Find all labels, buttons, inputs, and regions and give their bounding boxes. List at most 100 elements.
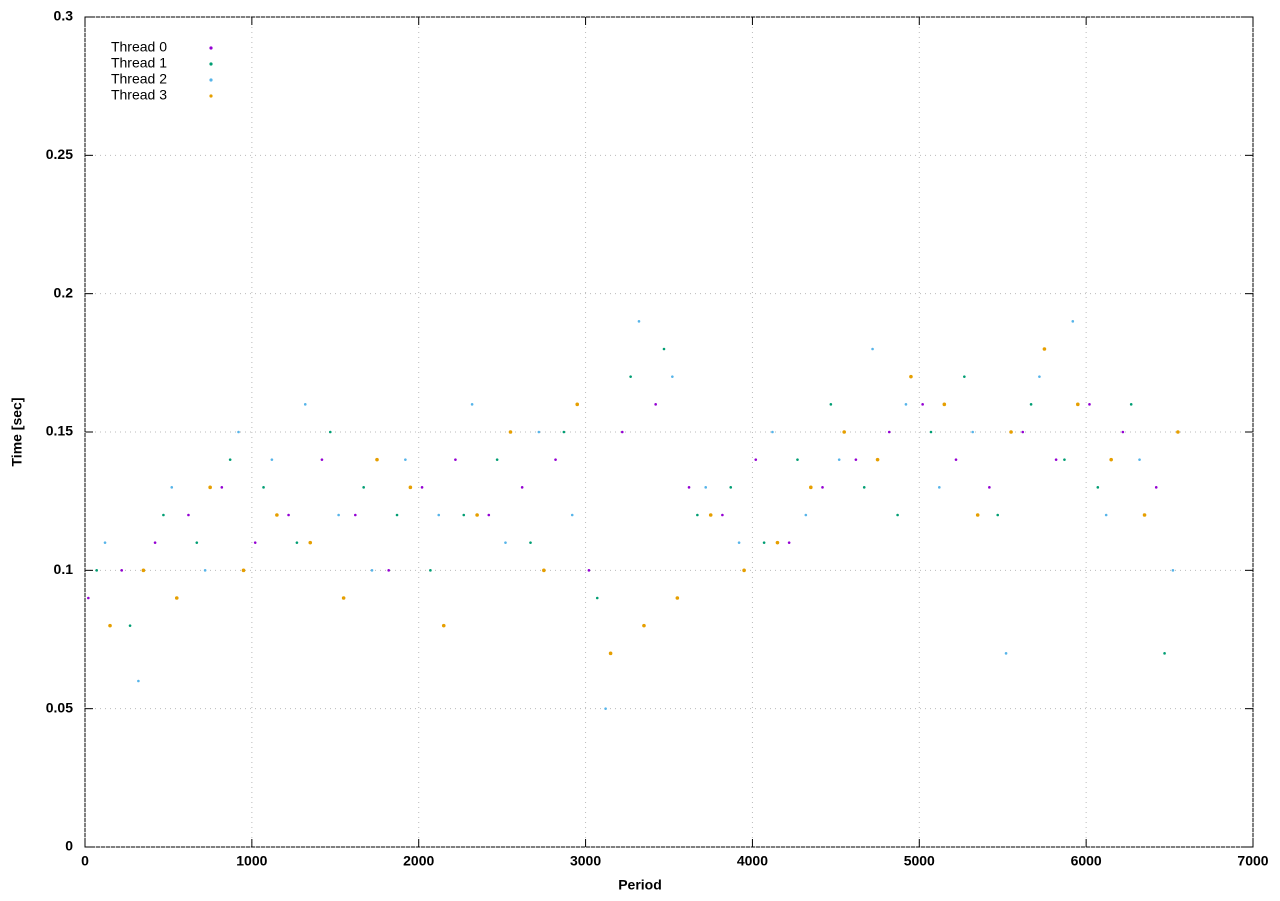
point [537,430,541,434]
point [108,623,112,628]
point [1009,430,1013,434]
point [1054,458,1058,461]
point [737,541,741,544]
point [963,375,966,378]
point [696,513,699,517]
x-tick-label: 7000 [1237,853,1268,869]
point [875,457,880,462]
point [320,458,324,461]
point [128,624,132,627]
point [542,568,546,573]
point [253,541,257,544]
x-tick-label: 2000 [403,853,434,869]
point [754,458,758,461]
legend-marker [209,78,213,82]
point [608,651,613,656]
y-tick-label: 0.15 [46,423,73,439]
y-tick-label: 0 [65,838,73,854]
point [1138,458,1141,461]
point [829,403,833,406]
point [174,596,179,600]
point [287,513,290,517]
point [742,568,746,573]
point [495,458,499,461]
point [404,458,407,461]
point [1154,486,1158,489]
point [137,679,140,683]
point [475,513,479,517]
point [362,486,365,489]
point [929,430,933,434]
point [337,513,340,517]
point [504,541,507,544]
point [809,485,813,490]
x-tick-label: 4000 [737,853,768,869]
point [804,513,808,517]
point [587,569,591,572]
point [262,486,265,489]
point [303,403,307,406]
point [470,403,474,406]
point [395,513,399,517]
point [1096,486,1100,489]
point [408,485,413,490]
point [1176,430,1180,434]
point [921,403,924,406]
point [87,596,90,600]
point [187,513,190,517]
point [1038,375,1041,378]
point [642,623,646,628]
point [429,569,432,572]
y-tick-label: 0.2 [54,284,74,300]
legend-label: Thread 3 [111,87,167,103]
legend-label: Thread 0 [111,39,167,55]
point [1088,403,1091,406]
point [595,596,599,600]
point [1029,403,1033,406]
point [704,486,708,489]
point [241,568,246,573]
point [328,430,332,434]
point [1163,652,1166,655]
point [821,486,824,489]
point [654,403,657,406]
point [462,513,466,517]
point [308,540,313,545]
point [871,347,874,351]
point [887,430,891,434]
point [237,430,240,434]
point [1171,569,1175,572]
point [854,458,858,461]
point [153,541,157,544]
point [508,430,513,434]
point [487,513,491,517]
point [228,458,232,461]
point [942,402,947,407]
point [1109,457,1113,462]
point [295,541,299,544]
legend-label: Thread 1 [111,55,167,71]
point [420,486,424,489]
legend-marker [209,62,213,66]
point [387,569,390,572]
point [275,513,279,517]
point [370,569,374,572]
point [1021,430,1025,434]
legend-marker [209,46,213,50]
point [1129,403,1133,406]
x-tick-label: 6000 [1071,853,1102,869]
point [996,513,1000,517]
point [562,430,566,434]
point [842,430,846,434]
point [1121,430,1125,434]
point [787,541,791,544]
point [971,430,974,434]
point [1076,402,1080,407]
y-tick-label: 0.25 [46,146,73,162]
point [1063,458,1066,461]
point [554,458,557,461]
point [441,623,446,628]
point [354,513,357,517]
point [270,458,274,461]
